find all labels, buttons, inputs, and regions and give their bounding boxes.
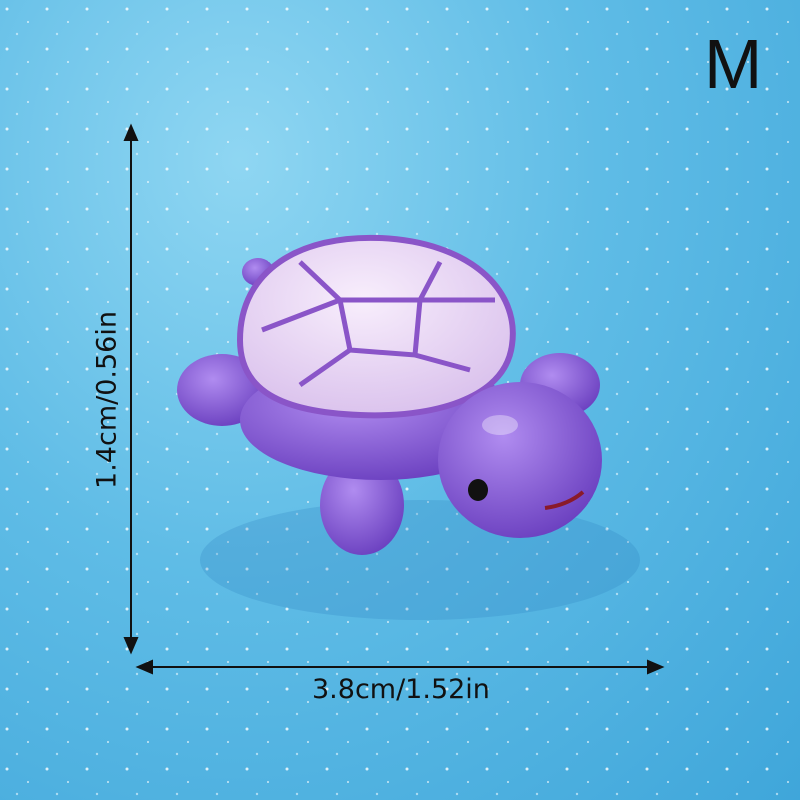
turtle-eye bbox=[468, 479, 488, 501]
shell-pattern bbox=[261, 260, 495, 388]
turtle-figurine bbox=[177, 234, 602, 555]
turtle-back-leg bbox=[320, 455, 404, 555]
turtle-head bbox=[438, 382, 602, 538]
width-dimension-line bbox=[135, 659, 665, 675]
height-dimension-line bbox=[123, 123, 139, 655]
turtle-smile bbox=[544, 490, 585, 510]
height-dimension-label: 1.4cm/0.56in bbox=[91, 311, 123, 489]
width-dimension-label: 3.8cm/1.52in bbox=[312, 674, 490, 705]
turtle-shell bbox=[236, 234, 516, 419]
size-label: M bbox=[704, 25, 763, 103]
